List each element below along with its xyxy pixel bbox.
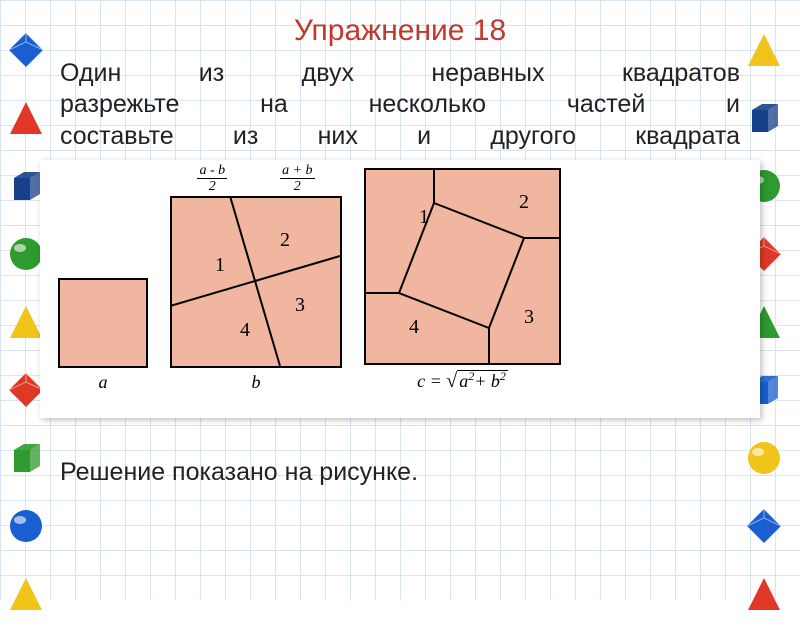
task-line: составьте из них и другого квадрата bbox=[60, 121, 740, 152]
task-line: Один из двух неравных квадратов bbox=[60, 58, 740, 89]
figure-square-b: a - b 2 a + b 2 1 2 3 4 b bbox=[170, 164, 342, 393]
svg-text:4: 4 bbox=[409, 316, 419, 338]
svg-text:2: 2 bbox=[519, 191, 529, 213]
svg-text:2: 2 bbox=[280, 229, 290, 251]
svg-text:4: 4 bbox=[240, 319, 250, 341]
answer-text: Решение показано на рисунке. bbox=[60, 458, 740, 487]
square-a-svg bbox=[58, 278, 148, 368]
slide-content: Упражнение 18 Один из двух неравных квад… bbox=[60, 10, 740, 590]
task-text: Один из двух неравных квадратов разрежьт… bbox=[60, 58, 740, 152]
svg-text:3: 3 bbox=[295, 294, 305, 316]
figure-square-c: 1 2 3 4 c = √a2+ b2 bbox=[364, 168, 561, 393]
figure-square-a: a bbox=[58, 278, 148, 393]
square-c-svg: 1 2 3 4 bbox=[364, 168, 561, 365]
svg-text:1: 1 bbox=[419, 206, 429, 228]
frac-right: a + b 2 bbox=[280, 164, 314, 194]
square-b-svg: 1 2 3 4 bbox=[170, 196, 342, 368]
caption-a: a bbox=[99, 372, 108, 393]
caption-c: c = √a2+ b2 bbox=[417, 369, 508, 393]
svg-text:1: 1 bbox=[215, 254, 225, 276]
task-line: разрежьте на несколько частей и bbox=[60, 89, 740, 120]
svg-text:3: 3 bbox=[524, 306, 534, 328]
exercise-title: Упражнение 18 bbox=[60, 14, 740, 48]
caption-b: b bbox=[252, 372, 261, 393]
square-b-top-labels: a - b 2 a + b 2 bbox=[171, 164, 341, 194]
solution-panel: a a - b 2 a + b 2 1 2 3 4 b bbox=[40, 160, 760, 418]
frac-left: a - b 2 bbox=[197, 164, 227, 194]
